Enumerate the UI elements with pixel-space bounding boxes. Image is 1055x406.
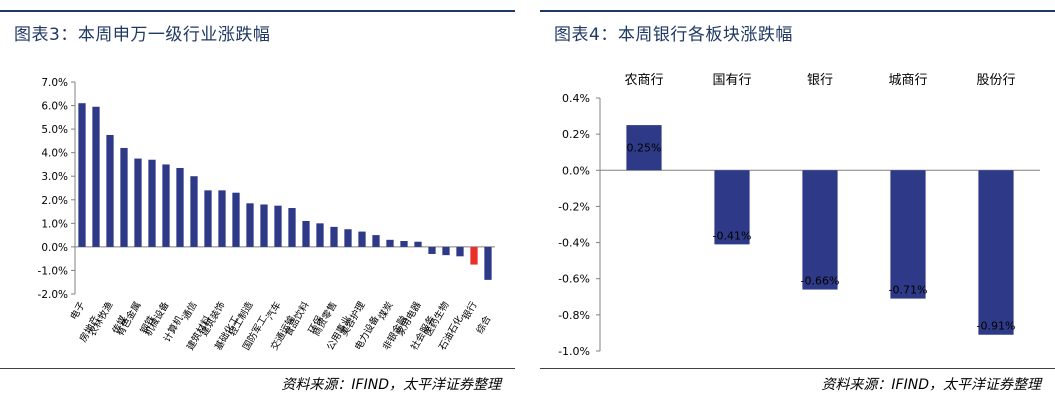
chart-title: 图表3：本周申万一级行业涨跌幅: [14, 25, 271, 45]
data-label: 0.25%: [627, 142, 662, 155]
industry-bar-chart: -2.0% -1.0% 0.0% 1.0% 2.0% 3.0% 4.0% 5.0% 6.0% 7.…: [38, 77, 495, 352]
y-tick-label: 0.0%: [562, 164, 590, 177]
bar: [78, 103, 86, 247]
bar: [120, 147, 128, 247]
left-chart-panel: 图表3：本周申万一级行业涨跌幅 -2.0% -1.0% 0.0% 1.0% 2.0% 3.…: [0, 0, 515, 406]
bar: [372, 235, 380, 247]
source-note: 资料来源：IFIND，太平洋证券整理: [281, 377, 501, 393]
bar: [134, 158, 142, 247]
category-label: 通信: [180, 300, 200, 322]
y-tick-label: -1.0%: [558, 345, 590, 358]
bar: [484, 246, 492, 280]
data-label: -0.91%: [977, 320, 1016, 333]
bar: [316, 223, 324, 247]
bar: [428, 246, 436, 254]
top-rule: [540, 10, 1055, 12]
bottom-rule: [0, 368, 515, 369]
y-tick-label: -2.0%: [38, 289, 68, 301]
bank-bar-chart: -1.0% -0.8% -0.6% -0.4% -0.2% 0.0% 0.2% 0.4% 0.2…: [558, 73, 1040, 358]
bar: [232, 192, 240, 247]
bottom-rule: [540, 368, 1055, 369]
bar: [288, 208, 296, 247]
y-tick-label: 4.0%: [41, 148, 68, 160]
bar: [890, 170, 926, 299]
y-tick-label: 2.0%: [41, 195, 68, 207]
category-label: 电子: [68, 299, 88, 322]
bar: [176, 167, 184, 247]
category-label: 汽车: [264, 300, 284, 322]
y-tick-label: 0.0%: [41, 242, 68, 254]
y-tick-label: 6.0%: [41, 101, 68, 113]
bar: [190, 176, 198, 247]
y-tick-label: 3.0%: [41, 171, 68, 183]
bar: [330, 226, 338, 247]
category-label: 股份行: [976, 73, 1015, 88]
bar: [148, 159, 156, 247]
y-tick-label: -0.6%: [558, 273, 590, 286]
bar: [456, 246, 464, 257]
y-tick-label: -0.4%: [558, 237, 590, 250]
category-label: 煤炭: [376, 299, 396, 322]
bar: [246, 203, 254, 247]
bar: [92, 106, 100, 247]
bar: [204, 190, 212, 247]
category-label: 综合: [474, 313, 494, 336]
bar: [802, 170, 838, 290]
category-label: 国有行: [712, 73, 751, 88]
y-tick-label: -0.8%: [558, 309, 590, 322]
category-label: 农商行: [624, 73, 663, 88]
bar: [470, 246, 478, 265]
bar: [106, 135, 114, 247]
bar: [978, 170, 1014, 335]
data-label: -0.66%: [801, 275, 840, 288]
data-label: -0.71%: [889, 284, 928, 297]
bar: [344, 229, 352, 247]
category-label: 银行: [460, 299, 480, 322]
bar: [260, 204, 268, 247]
bar: [714, 170, 750, 245]
chart-title: 图表4：本周银行各板块涨跌幅: [554, 25, 793, 45]
bar: [626, 125, 662, 171]
y-tick-label: 5.0%: [41, 124, 68, 136]
category-label: 城商行: [888, 73, 927, 88]
bar: [386, 239, 394, 247]
bar: [218, 190, 226, 247]
y-tick-label: 0.2%: [562, 128, 590, 141]
y-tick-label: -1.0%: [38, 265, 68, 277]
data-label: -0.41%: [713, 229, 752, 242]
bar: [414, 241, 422, 247]
top-rule: [0, 10, 515, 12]
bar: [358, 231, 366, 247]
y-tick-label: 0.4%: [562, 92, 590, 105]
y-tick-label: -0.2%: [558, 200, 590, 213]
y-tick-label: 7.0%: [41, 77, 68, 89]
source-note: 资料来源：IFIND，太平洋证券整理: [821, 377, 1041, 393]
bar: [400, 241, 408, 247]
right-chart-panel: 图表4：本周银行各板块涨跌幅 -1.0% -0.8% -0.6% -0.4% -0.2%…: [540, 0, 1055, 406]
bar: [162, 164, 170, 247]
category-label: 银行: [807, 73, 833, 88]
bar: [442, 246, 450, 256]
bar: [274, 205, 282, 247]
y-tick-label: 1.0%: [41, 218, 68, 230]
bar: [302, 220, 310, 247]
